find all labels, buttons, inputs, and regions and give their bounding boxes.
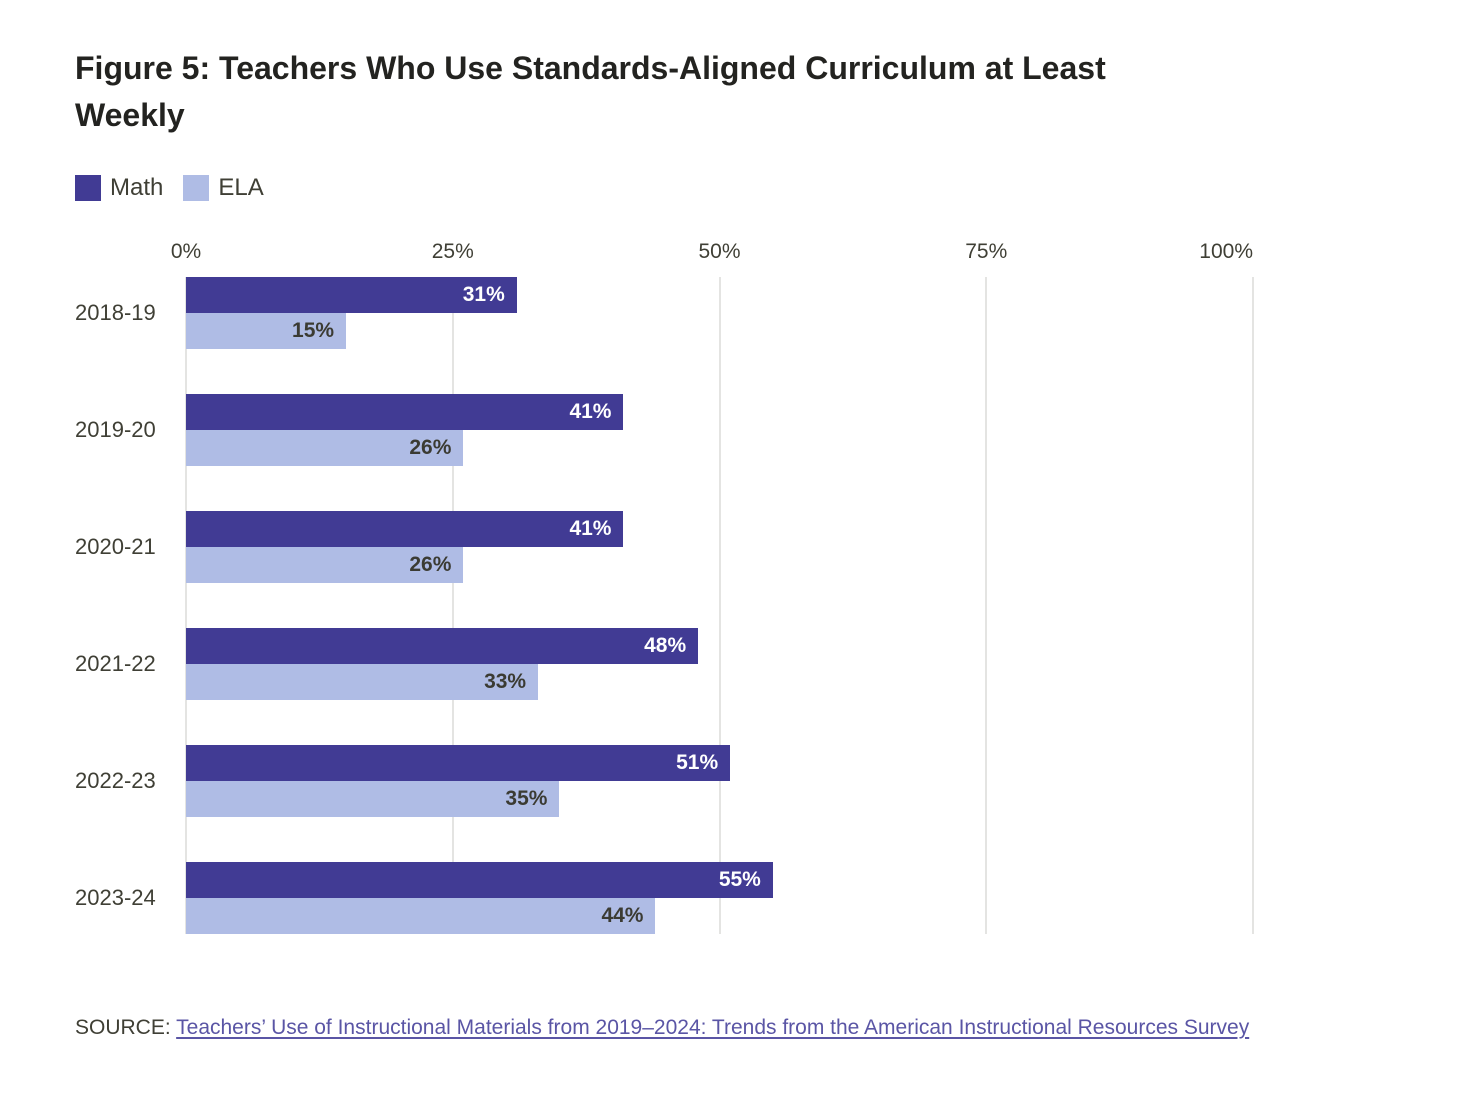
legend-label-ela: ELA xyxy=(218,174,264,201)
year-label: 2023-24 xyxy=(75,885,156,910)
bar-ela-2022-23: 35% xyxy=(186,781,560,817)
source-link[interactable]: Teachers’ Use of Instructional Materials… xyxy=(176,1016,1250,1039)
bar-ela-2018-19: 15% xyxy=(186,313,347,349)
bar-math-2018-19: 31% xyxy=(186,277,517,313)
bar-value-label: 31% xyxy=(462,283,505,306)
plot-area: 31% 15% 41% 26% 41% 26% 48% 33% 51% 35% 55% 44% xyxy=(185,277,1254,934)
year-label: 2020-21 xyxy=(75,534,156,559)
bar-value-label: 41% xyxy=(569,517,612,540)
bar-math-2020-21: 41% xyxy=(186,511,624,547)
gridline xyxy=(1252,277,1254,934)
bar-ela-2019-20: 26% xyxy=(186,430,464,466)
ela-swatch-icon xyxy=(183,175,210,201)
math-swatch-icon xyxy=(75,175,101,201)
x-axis-tick-label: 75% xyxy=(965,240,1008,263)
legend: Math ELA xyxy=(75,174,264,202)
bar-value-label: 55% xyxy=(718,868,761,891)
bar-value-label: 41% xyxy=(569,400,612,423)
gridline xyxy=(985,277,988,934)
gridline xyxy=(451,277,454,934)
year-label: 2018-19 xyxy=(75,300,156,325)
bar-math-2021-22: 48% xyxy=(186,628,699,664)
bar-math-2023-24: 55% xyxy=(186,862,773,898)
x-axis-tick-label: 25% xyxy=(431,240,474,263)
source-note: SOURCE: Teachers’ Use of Instructional M… xyxy=(75,1012,1249,1043)
legend-item-math: Math xyxy=(75,174,163,202)
legend-item-ela: ELA xyxy=(183,174,264,202)
x-axis-tick-label: 0% xyxy=(170,240,202,263)
bar-math-2019-20: 41% xyxy=(186,394,624,430)
bar-value-label: 35% xyxy=(505,787,548,810)
year-label: 2022-23 xyxy=(75,768,156,793)
bar-value-label: 33% xyxy=(484,670,527,693)
bar-value-label: 51% xyxy=(676,751,719,774)
gridline xyxy=(718,277,721,934)
bar-ela-2023-24: 44% xyxy=(186,898,656,934)
bar-value-label: 26% xyxy=(409,553,452,576)
y-axis: 2018-19 2019-20 2020-21 2021-22 2022-23 2023-… xyxy=(75,277,179,934)
bar-value-label: 26% xyxy=(409,436,452,459)
x-axis-tick-label: 50% xyxy=(698,240,741,263)
bar-value-label: 48% xyxy=(644,634,687,657)
year-label: 2019-20 xyxy=(75,417,156,442)
bar-ela-2020-21: 26% xyxy=(186,547,464,583)
bar-value-label: 44% xyxy=(601,904,644,927)
gridline xyxy=(185,277,187,934)
year-label: 2021-22 xyxy=(75,651,156,676)
bar-ela-2021-22: 33% xyxy=(186,664,539,700)
x-axis-tick-label: 100% xyxy=(1199,240,1253,263)
page-title: Figure 5: Teachers Who Use Standards-Ali… xyxy=(75,50,1106,134)
x-axis: 0% 25% 50% 75% 100% xyxy=(171,240,1253,266)
source-prefix: SOURCE: xyxy=(75,1016,177,1039)
bar-value-label: 15% xyxy=(292,319,335,342)
legend-label-math: Math xyxy=(110,174,164,201)
bar-math-2022-23: 51% xyxy=(186,745,731,781)
